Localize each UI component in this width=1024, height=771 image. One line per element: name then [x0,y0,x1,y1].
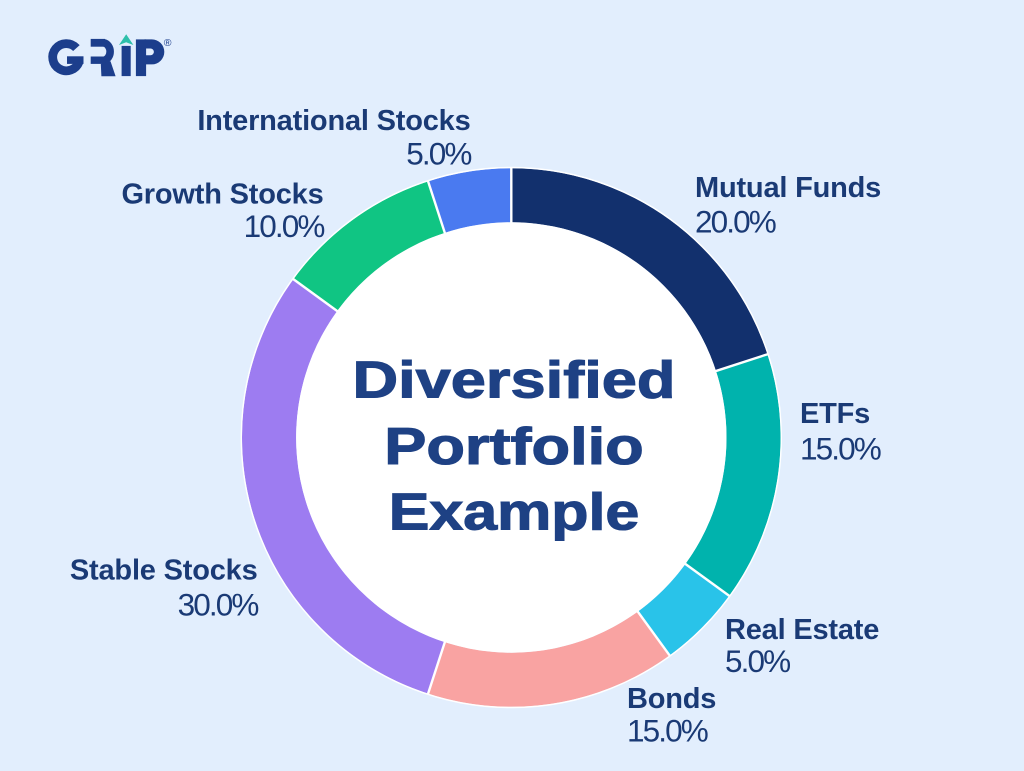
svg-text:Real Estate: Real Estate [725,614,879,646]
svg-text:15.0%: 15.0% [627,713,708,749]
svg-text:Bonds: Bonds [627,683,716,715]
svg-text:Mutual Funds: Mutual Funds [695,172,881,204]
svg-text:International Stocks: International Stocks [197,105,470,137]
svg-text:Stable Stocks: Stable Stocks [70,555,258,587]
svg-text:10.0%: 10.0% [244,208,325,244]
svg-text:5.0%: 5.0% [406,136,471,172]
svg-text:30.0%: 30.0% [178,587,259,623]
svg-text:®: ® [164,37,172,49]
svg-text:15.0%: 15.0% [800,431,881,467]
svg-text:Example: Example [389,483,640,541]
svg-text:20.0%: 20.0% [695,203,776,239]
svg-text:Diversified: Diversified [352,351,675,409]
svg-text:Portfolio: Portfolio [384,418,643,476]
svg-text:ETFs: ETFs [800,398,870,430]
svg-text:5.0%: 5.0% [725,643,790,679]
svg-text:Growth Stocks: Growth Stocks [121,179,323,211]
